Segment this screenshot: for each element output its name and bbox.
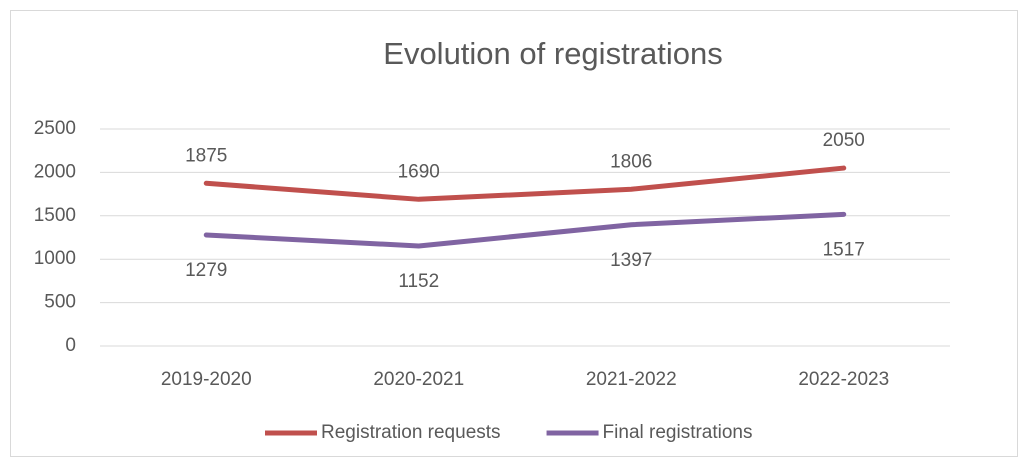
data-label: 1517: [823, 239, 865, 260]
legend-label: Registration requests: [321, 422, 501, 443]
chart-frame: [10, 10, 1018, 457]
y-tick-label: 1000: [34, 248, 76, 269]
y-tick-label: 500: [44, 292, 76, 313]
legend-label: Final registrations: [603, 422, 753, 443]
series-line: [203, 211, 847, 249]
data-label: 1397: [610, 250, 652, 271]
data-label: 1279: [185, 260, 227, 281]
y-tick-label: 0: [65, 335, 76, 356]
series-line: [203, 165, 847, 202]
data-label: 1875: [185, 145, 227, 166]
y-tick-label: 2000: [34, 161, 76, 182]
x-tick-label: 2019-2020: [161, 369, 252, 390]
y-tick-label: 2500: [34, 118, 76, 139]
data-label: 2050: [823, 130, 865, 151]
data-label: 1690: [398, 161, 440, 182]
y-tick-label: 1500: [34, 205, 76, 226]
x-tick-label: 2020-2021: [373, 369, 464, 390]
chart-title: Evolution of registrations: [383, 36, 722, 71]
x-tick-label: 2021-2022: [586, 369, 677, 390]
data-label: 1152: [398, 271, 439, 292]
data-label: 1806: [610, 151, 652, 172]
x-tick-label: 2022-2023: [798, 369, 889, 390]
